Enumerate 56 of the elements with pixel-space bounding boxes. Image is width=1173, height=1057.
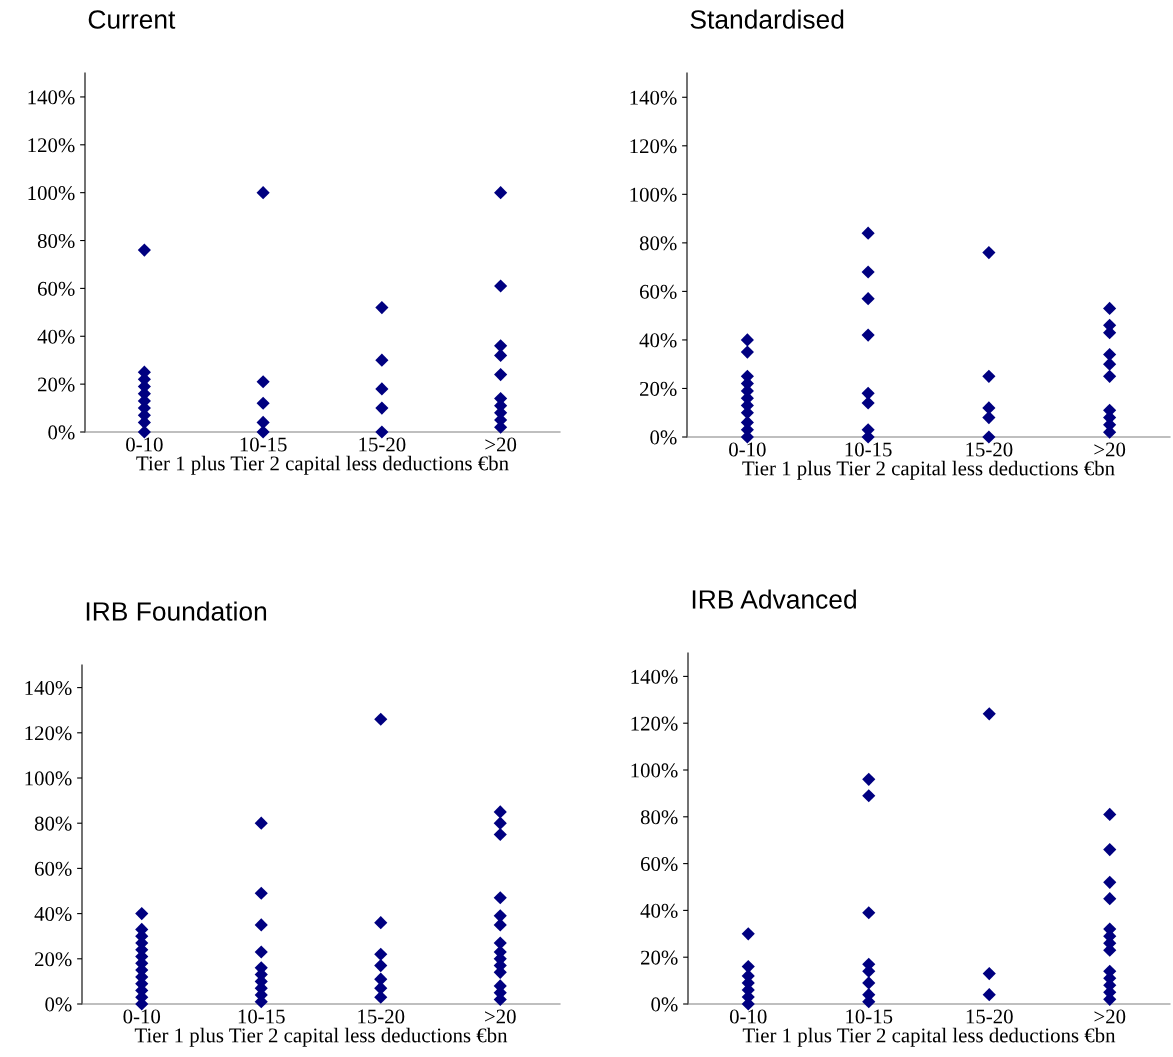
y-tick-label: 80% [37, 233, 75, 249]
x-tick-label: 15-20 [359, 437, 406, 452]
y-tick-label: 0% [650, 430, 677, 445]
y-tick-label: 40% [640, 903, 678, 918]
x-tick-label: 10-15 [846, 1009, 893, 1024]
x-axis-title: Tier 1 plus Tier 2 capital less deductions €bn [742, 460, 1115, 480]
chart-title: IRB Foundation [86, 601, 267, 621]
x-tick-label: >20 [1094, 442, 1126, 457]
y-tick-label: 140% [28, 90, 75, 105]
y-tick-label: 0% [45, 997, 72, 1012]
x-axis-title: Tier 1 plus Tier 2 capital less deductions €bn [742, 1027, 1116, 1047]
y-tick-label: 40% [37, 329, 75, 344]
y-tick-label: 140% [630, 90, 677, 105]
x-tick-label: >20 [1094, 1009, 1126, 1024]
y-tick-label: 100% [25, 771, 72, 786]
y-tick-label: 60% [640, 856, 678, 872]
y-tick-label: 20% [38, 377, 75, 392]
y-tick-label: 100% [630, 187, 677, 202]
y-tick-label: 40% [639, 333, 677, 348]
x-tick-label: >20 [485, 1009, 516, 1024]
x-tick-label: 0-10 [729, 442, 766, 457]
y-tick-label: 100% [631, 763, 678, 778]
y-tick-label: 60% [34, 861, 72, 876]
x-tick-label: 0-10 [729, 1009, 767, 1024]
x-tick-label: 10-15 [845, 442, 892, 457]
y-tick-label: 20% [641, 950, 678, 965]
y-tick-label: 60% [639, 284, 677, 299]
x-tick-label: >20 [485, 437, 517, 452]
x-tick-label: 10-15 [238, 1009, 285, 1024]
y-tick-label: 20% [640, 381, 677, 396]
x-tick-label: 0-10 [126, 437, 163, 452]
y-tick-label: 40% [34, 906, 72, 922]
y-tick-label: 60% [37, 281, 75, 296]
x-tick-label: 15-20 [966, 1009, 1013, 1024]
y-tick-label: 0% [651, 997, 678, 1012]
y-tick-label: 80% [640, 810, 678, 825]
x-axis-title: Tier 1 plus Tier 2 capital less deductions €bn [134, 1027, 508, 1047]
x-tick-label: 15-20 [358, 1009, 405, 1024]
y-tick-label: 120% [631, 716, 678, 731]
y-tick-label: 80% [639, 236, 677, 251]
y-tick-label: 140% [25, 680, 72, 696]
chart-title: Current [88, 10, 176, 29]
y-tick-label: 140% [631, 669, 678, 684]
y-tick-label: 0% [48, 425, 75, 440]
x-tick-label: 10-15 [240, 437, 287, 452]
y-tick-label: 100% [28, 186, 75, 201]
y-tick-label: 20% [35, 952, 72, 967]
x-tick-label: 15-20 [966, 442, 1013, 457]
chart-title: Standardised [690, 9, 844, 29]
chart-title: IRB Advanced [692, 589, 856, 609]
y-tick-label: 120% [25, 726, 72, 741]
y-tick-label: 80% [34, 816, 72, 831]
y-tick-label: 120% [28, 138, 75, 153]
y-tick-label: 120% [630, 139, 677, 154]
x-axis-title: Tier 1 plus Tier 2 capital less deductions €bn [136, 455, 509, 475]
x-tick-label: 0-10 [123, 1009, 161, 1024]
